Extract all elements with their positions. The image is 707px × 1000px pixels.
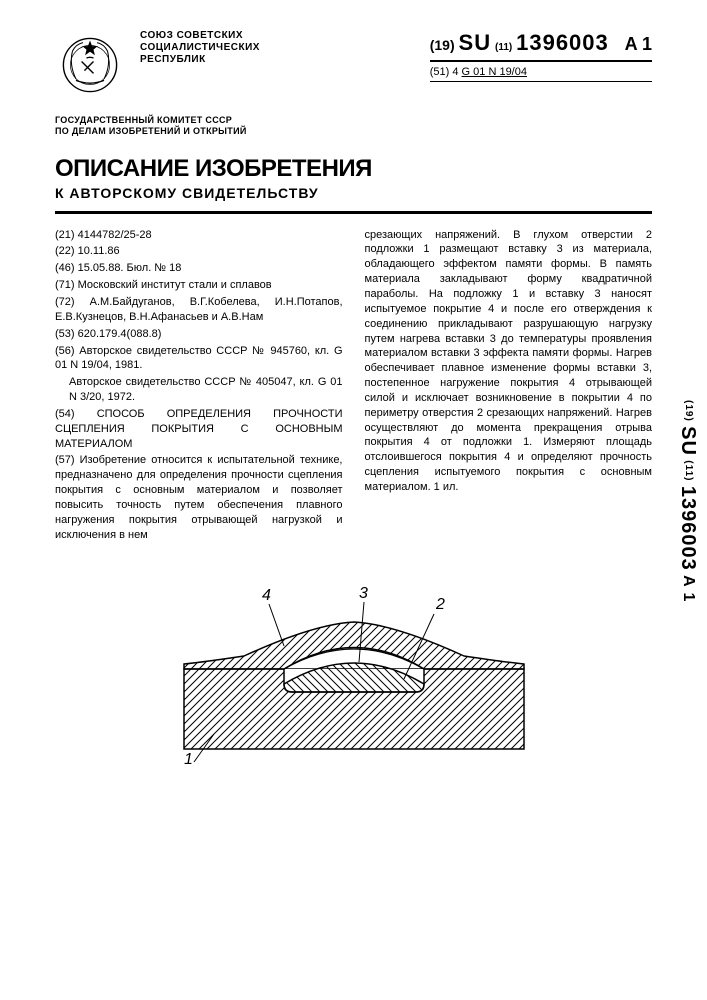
- left-column: (21) 4144782/25-28 (22) 10.11.86 (46) 15…: [55, 228, 343, 545]
- diagram-label-3: 3: [359, 585, 368, 602]
- side-cc: SU: [677, 426, 699, 456]
- divider: [55, 211, 652, 214]
- diagram-label-2: 2: [435, 596, 445, 613]
- pub-prefix: (19): [430, 37, 455, 53]
- body-columns: (21) 4144782/25-28 (22) 10.11.86 (46) 15…: [55, 228, 652, 545]
- field-54: (54) СПОСОБ ОПРЕДЕЛЕНИЯ ПРОЧНОСТИ СЦЕПЛЕ…: [55, 407, 343, 452]
- diagram: 1 2 3 4: [55, 584, 652, 764]
- side-suffix: A 1: [680, 575, 697, 602]
- header-row: СОЮЗ СОВЕТСКИХ СОЦИАЛИСТИЧЕСКИХ РЕСПУБЛИ…: [55, 30, 652, 100]
- pub-11: (11): [495, 42, 512, 53]
- title-sub: К АВТОРСКОМУ СВИДЕТЕЛЬСТВУ: [55, 185, 652, 201]
- field-57a: (57) Изобретение относится к испытательн…: [55, 453, 343, 542]
- diagram-label-4: 4: [262, 587, 271, 604]
- ipc-code: G 01 N 19/04: [462, 66, 527, 78]
- side-num: 1396003: [677, 486, 699, 571]
- diagram-label-1: 1: [184, 751, 193, 764]
- ipc-classification: (51) 4 G 01 N 19/04: [430, 66, 652, 82]
- field-57b: срезающих напряжений. В глухом отверстии…: [365, 228, 653, 495]
- ussr-emblem-icon: [55, 30, 125, 100]
- field-72: (72) А.М.Байдуганов, В.Г.Кобелева, И.Н.П…: [55, 295, 343, 325]
- field-22: (22) 10.11.86: [55, 244, 343, 259]
- publication-number: (19) SU (11) 1396003 A 1: [430, 30, 652, 62]
- right-column: срезающих напряжений. В глухом отверстии…: [365, 228, 653, 545]
- field-56b: Авторское свидетельство СССР № 405047, к…: [69, 375, 343, 405]
- field-71: (71) Московский институт стали и сплавов: [55, 278, 343, 293]
- title-main: ОПИСАНИЕ ИЗОБРЕТЕНИЯ: [55, 155, 652, 183]
- pub-suffix: A 1: [625, 34, 652, 54]
- committee-label: ГОСУДАРСТВЕННЫЙ КОМИТЕТ СССР ПО ДЕЛАМ ИЗ…: [55, 115, 652, 137]
- field-56a: (56) Авторское свидетельство СССР № 9457…: [55, 344, 343, 374]
- side-publication-label: (19) SU (11) 1396003 A 1: [676, 400, 699, 602]
- field-53: (53) 620.179.4(088.8): [55, 327, 343, 342]
- field-46: (46) 15.05.88. Бюл. № 18: [55, 261, 343, 276]
- field-21: (21) 4144782/25-28: [55, 228, 343, 243]
- pub-cc: SU: [459, 30, 492, 55]
- union-label: СОЮЗ СОВЕТСКИХ СОЦИАЛИСТИЧЕСКИХ РЕСПУБЛИ…: [140, 30, 260, 66]
- title-block: ОПИСАНИЕ ИЗОБРЕТЕНИЯ К АВТОРСКОМУ СВИДЕТ…: [55, 155, 652, 201]
- ipc-prefix: (51) 4: [430, 66, 459, 78]
- pub-num: 1396003: [516, 30, 609, 55]
- publication-block: (19) SU (11) 1396003 A 1 (51) 4 G 01 N 1…: [430, 30, 652, 82]
